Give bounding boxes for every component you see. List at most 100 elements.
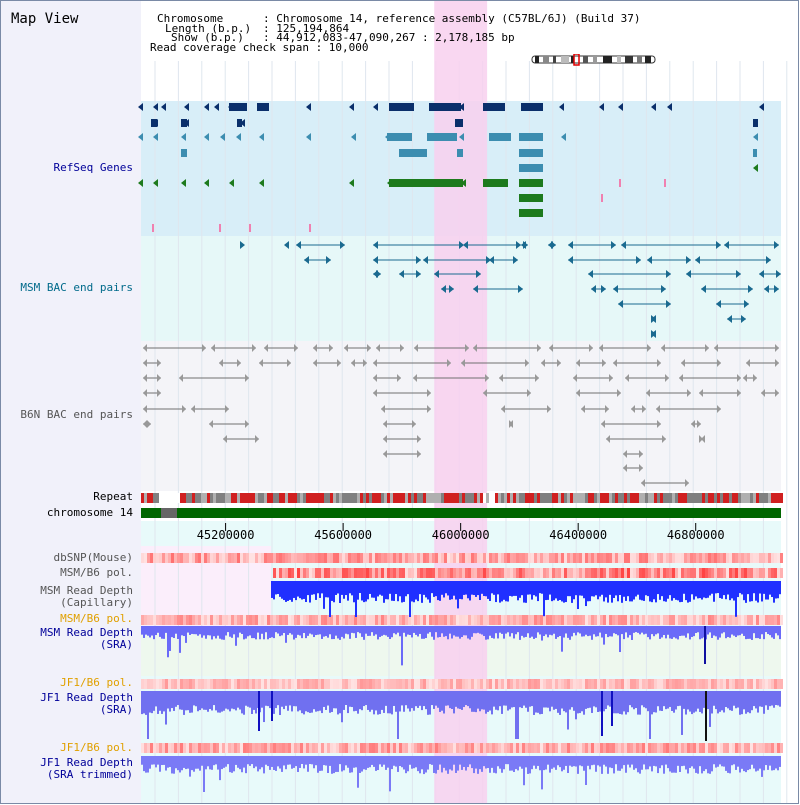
bac-end-marker[interactable]	[463, 241, 468, 249]
bac-end-marker[interactable]	[775, 344, 779, 352]
gene-exon-block[interactable]	[519, 194, 543, 202]
bac-end-marker[interactable]	[617, 389, 621, 397]
bac-end-marker[interactable]	[202, 344, 206, 352]
bac-end-marker[interactable]	[588, 270, 593, 278]
bac-end-marker[interactable]	[642, 405, 646, 413]
bac-end-marker[interactable]	[344, 344, 348, 352]
bac-end-marker[interactable]	[741, 315, 746, 323]
chromosome-bar[interactable]	[141, 508, 781, 518]
bac-end-marker[interactable]	[651, 315, 656, 323]
bac-end-marker[interactable]	[245, 420, 249, 428]
bac-end-marker[interactable]	[666, 300, 671, 308]
gene-feature[interactable]	[153, 133, 158, 141]
bac-end-marker[interactable]	[686, 256, 691, 264]
bac-end-marker[interactable]	[576, 359, 580, 367]
bac-end-marker[interactable]	[601, 285, 606, 293]
gene-feature[interactable]	[259, 179, 264, 187]
bac-end-marker[interactable]	[326, 256, 331, 264]
bac-end-marker[interactable]	[376, 270, 381, 278]
bac-end-marker[interactable]	[576, 389, 580, 397]
bac-end-marker[interactable]	[568, 241, 573, 249]
bac-end-marker[interactable]	[557, 359, 561, 367]
gene-feature[interactable]	[161, 103, 166, 111]
gene-feature[interactable]	[153, 103, 158, 111]
gene-feature[interactable]	[214, 103, 219, 111]
gene-feature[interactable]	[204, 179, 209, 187]
bac-end-marker[interactable]	[304, 256, 309, 264]
bac-end-marker[interactable]	[717, 405, 721, 413]
bac-end-marker[interactable]	[687, 389, 691, 397]
bac-end-marker[interactable]	[537, 344, 541, 352]
bac-end-marker[interactable]	[209, 420, 213, 428]
bac-end-marker[interactable]	[245, 374, 249, 382]
bac-end-marker[interactable]	[518, 285, 523, 293]
bac-end-marker[interactable]	[240, 241, 245, 249]
bac-end-marker[interactable]	[681, 359, 685, 367]
bac-end-marker[interactable]	[541, 359, 545, 367]
bac-end-marker[interactable]	[373, 256, 378, 264]
bac-end-marker[interactable]	[646, 389, 650, 397]
bac-end-marker[interactable]	[639, 464, 643, 472]
bac-end-marker[interactable]	[416, 256, 421, 264]
bac-end-marker[interactable]	[351, 359, 355, 367]
gene-exon-block[interactable]	[389, 103, 414, 111]
bac-end-marker[interactable]	[147, 420, 151, 428]
bac-end-marker[interactable]	[774, 285, 779, 293]
gene-exon-block[interactable]	[229, 103, 247, 111]
bac-end-marker[interactable]	[465, 344, 469, 352]
bac-end-marker[interactable]	[737, 374, 741, 382]
bac-end-marker[interactable]	[427, 389, 431, 397]
bac-end-marker[interactable]	[373, 389, 377, 397]
gene-feature[interactable]	[184, 103, 189, 111]
bac-end-marker[interactable]	[568, 256, 573, 264]
bac-end-marker[interactable]	[373, 374, 377, 382]
bac-end-marker[interactable]	[237, 359, 241, 367]
bac-end-marker[interactable]	[143, 374, 147, 382]
bac-end-marker[interactable]	[525, 359, 529, 367]
gene-exon-block[interactable]	[181, 119, 187, 127]
bac-end-marker[interactable]	[483, 389, 487, 397]
bac-end-marker[interactable]	[414, 344, 418, 352]
bac-end-marker[interactable]	[641, 479, 645, 487]
gene-feature[interactable]	[373, 103, 378, 111]
bac-end-marker[interactable]	[337, 359, 341, 367]
snp-mark[interactable]	[249, 224, 251, 232]
bac-end-marker[interactable]	[775, 389, 779, 397]
gene-exon-block[interactable]	[519, 209, 543, 217]
bac-end-marker[interactable]	[717, 359, 721, 367]
bac-end-marker[interactable]	[413, 374, 417, 382]
bac-end-marker[interactable]	[501, 405, 505, 413]
bac-end-marker[interactable]	[179, 374, 183, 382]
bac-end-marker[interactable]	[716, 300, 721, 308]
gene-feature[interactable]	[349, 103, 354, 111]
bac-end-marker[interactable]	[416, 270, 421, 278]
bac-end-marker[interactable]	[697, 420, 701, 428]
gene-exon-block[interactable]	[427, 133, 457, 141]
gene-exon-block[interactable]	[237, 119, 242, 127]
bac-end-marker[interactable]	[434, 270, 439, 278]
bac-end-marker[interactable]	[143, 359, 147, 367]
gene-exon-block[interactable]	[753, 149, 757, 157]
gene-exon-block[interactable]	[399, 149, 427, 157]
bac-end-marker[interactable]	[383, 420, 387, 428]
gene-exon-block[interactable]	[181, 149, 187, 157]
bac-end-marker[interactable]	[639, 450, 643, 458]
bac-end-marker[interactable]	[219, 359, 223, 367]
chromosome-ideogram[interactable]	[531, 54, 657, 66]
snp-mark[interactable]	[219, 224, 221, 232]
bac-end-marker[interactable]	[485, 374, 489, 382]
gene-exon-block[interactable]	[489, 133, 511, 141]
bac-end-marker[interactable]	[157, 374, 161, 382]
bac-end-marker[interactable]	[516, 241, 521, 249]
bac-end-marker[interactable]	[143, 420, 147, 428]
gene-feature[interactable]	[759, 103, 764, 111]
bac-end-marker[interactable]	[761, 389, 765, 397]
bac-end-marker[interactable]	[313, 359, 317, 367]
gene-feature[interactable]	[599, 103, 604, 111]
bac-end-marker[interactable]	[716, 241, 721, 249]
bac-end-marker[interactable]	[656, 405, 660, 413]
bac-end-marker[interactable]	[363, 359, 367, 367]
bac-end-marker[interactable]	[340, 241, 345, 249]
bac-end-marker[interactable]	[264, 344, 268, 352]
bac-end-marker[interactable]	[509, 420, 513, 428]
